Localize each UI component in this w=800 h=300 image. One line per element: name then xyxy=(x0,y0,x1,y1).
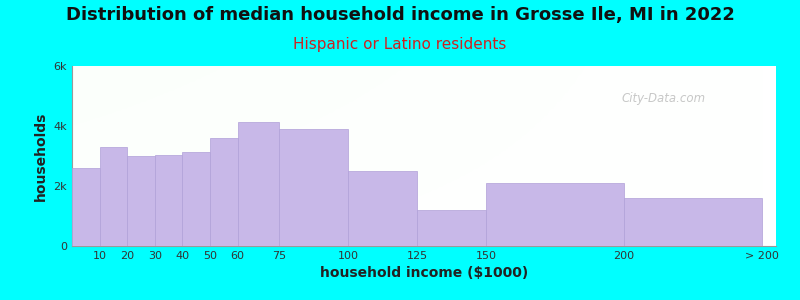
Bar xyxy=(100,147,127,246)
Bar xyxy=(72,168,100,246)
Bar xyxy=(279,129,348,246)
Bar xyxy=(238,122,279,246)
Y-axis label: households: households xyxy=(34,111,48,201)
Bar xyxy=(417,210,486,246)
Bar xyxy=(182,152,210,246)
Bar xyxy=(210,138,238,246)
Bar xyxy=(624,198,762,246)
Bar xyxy=(486,183,624,246)
Bar xyxy=(155,154,182,246)
Text: Distribution of median household income in Grosse Ile, MI in 2022: Distribution of median household income … xyxy=(66,6,734,24)
Bar xyxy=(348,171,417,246)
X-axis label: household income ($1000): household income ($1000) xyxy=(320,266,528,280)
Text: Hispanic or Latino residents: Hispanic or Latino residents xyxy=(294,38,506,52)
Bar xyxy=(127,156,155,246)
Text: City-Data.com: City-Data.com xyxy=(621,92,706,105)
